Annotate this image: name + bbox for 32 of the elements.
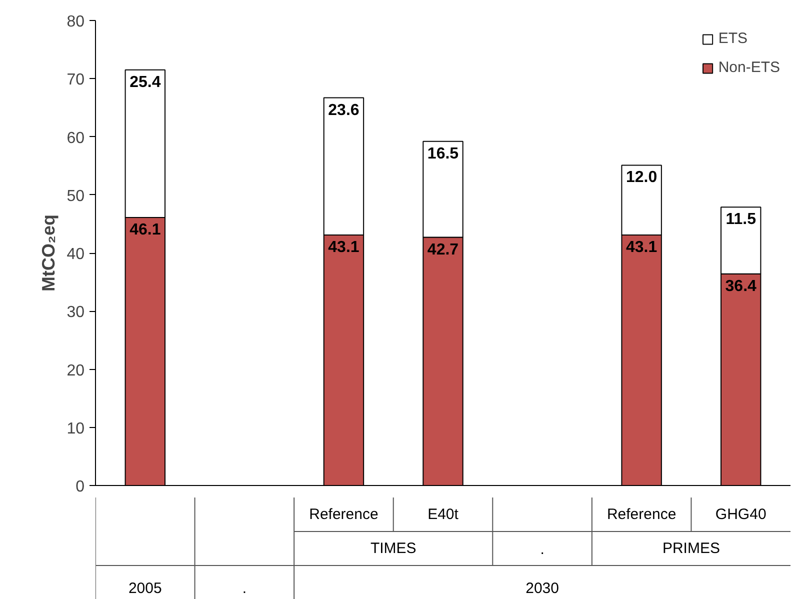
x-tick-label: Reference [309,506,378,523]
y-axis-title: MtCO₂eq [38,214,59,292]
y-tick-label: 20 [66,362,85,380]
legend-label: Non-ETS [718,59,780,76]
y-tick-label: 40 [66,246,85,263]
data-label: 43.1 [626,238,658,256]
text: 2005 [128,580,162,598]
data-label: 11.5 [726,211,756,228]
data-label: 46.1 [130,222,161,239]
x-tick-label: GHG40 [715,506,766,523]
data-label: 16.5 [427,145,459,162]
y-tick-label: 70 [66,72,85,89]
y-tick-label: 30 [66,304,85,322]
data-label: 12.0 [626,169,658,186]
x-tick-label: E40t [428,506,460,523]
legend-label: ETS [718,30,748,47]
text: . [242,580,247,598]
data-label: 36.4 [725,278,757,295]
x-tick-label: Reference [606,506,676,523]
y-tick-label: 10 [66,420,85,438]
y-tick-label: 80 [66,14,85,30]
y-tick-label: 60 [66,130,85,147]
data-label: 43.1 [328,238,360,256]
text: TIMES [370,540,416,557]
data-label: 42.7 [427,241,459,258]
text: 2030 [526,580,559,598]
y-tick-label: 50 [66,188,85,205]
text: . [540,541,544,558]
text: PRIMES [662,540,720,557]
y-tick-label: 0 [76,478,85,496]
data-label: 25.4 [130,74,161,91]
data-label: 23.6 [328,102,360,119]
